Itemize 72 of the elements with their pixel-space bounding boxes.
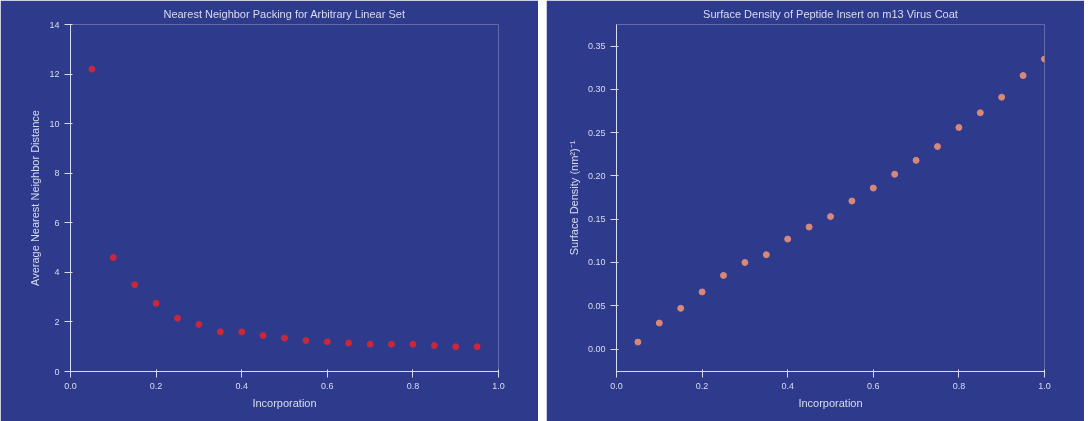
point bbox=[88, 65, 96, 73]
point bbox=[131, 281, 139, 289]
x-tick-label: 0.8 bbox=[406, 380, 420, 391]
y-tick-label: 4 bbox=[54, 267, 60, 278]
y-tick-label: 0.35 bbox=[587, 41, 606, 52]
point bbox=[409, 340, 417, 348]
x-tick-label: 0.6 bbox=[867, 380, 880, 391]
point bbox=[634, 338, 642, 346]
point bbox=[848, 197, 856, 205]
point bbox=[976, 109, 984, 117]
y-tick-label: 12 bbox=[49, 69, 60, 80]
point bbox=[216, 328, 224, 336]
x-tick-label: 0.6 bbox=[321, 380, 334, 391]
point bbox=[827, 213, 834, 221]
y-tick-label: 10 bbox=[49, 118, 60, 129]
y-tick-label: 0.05 bbox=[587, 300, 606, 311]
point bbox=[281, 334, 288, 342]
y-tick-label: 0.30 bbox=[587, 84, 606, 95]
y-axis-title: Surface Density (nm²)⁻¹ bbox=[567, 140, 580, 256]
y-tick-label: 0.15 bbox=[587, 214, 606, 225]
x-tick-label: 0.0 bbox=[64, 380, 77, 391]
x-tick-label: 0.4 bbox=[781, 380, 794, 391]
x-tick-label: 0.0 bbox=[610, 380, 623, 391]
x-tick-label: 1.0 bbox=[492, 380, 505, 391]
y-tick-label: 0.20 bbox=[587, 170, 606, 181]
point bbox=[891, 170, 899, 178]
point bbox=[473, 343, 481, 351]
point bbox=[302, 337, 310, 345]
point bbox=[912, 156, 920, 164]
point bbox=[388, 340, 395, 348]
point bbox=[366, 340, 374, 348]
x-tick-label: 0.8 bbox=[952, 380, 966, 391]
point bbox=[323, 338, 331, 346]
point bbox=[869, 184, 877, 192]
point bbox=[345, 339, 353, 347]
x-tick-label: 0.4 bbox=[235, 380, 248, 391]
y-tick-label: 6 bbox=[54, 217, 60, 228]
point bbox=[955, 123, 963, 131]
x-tick-label: 1.0 bbox=[1038, 380, 1051, 391]
point bbox=[698, 288, 706, 296]
y-tick-label: 8 bbox=[54, 168, 60, 179]
point bbox=[762, 251, 770, 259]
point bbox=[998, 93, 1006, 101]
point bbox=[174, 314, 181, 322]
point bbox=[452, 343, 460, 351]
y-tick-label: 0.10 bbox=[587, 257, 606, 268]
y-tick-label: 0 bbox=[54, 366, 60, 377]
y-axis-title: Average Nearest Neighbor Distance bbox=[29, 110, 42, 286]
point bbox=[655, 319, 663, 327]
point bbox=[238, 328, 246, 336]
y-tick-label: 14 bbox=[49, 19, 60, 30]
x-axis-title: Incorporation bbox=[798, 396, 863, 409]
point bbox=[741, 258, 749, 266]
y-tick-label: 0.25 bbox=[587, 127, 606, 138]
point bbox=[109, 253, 117, 261]
point bbox=[1019, 72, 1027, 80]
point bbox=[195, 320, 203, 328]
x-tick-label: 0.2 bbox=[149, 380, 163, 391]
point bbox=[784, 235, 792, 243]
x-axis-title: Incorporation bbox=[252, 396, 317, 409]
y-tick-label: 2 bbox=[54, 316, 60, 327]
x-tick-label: 0.2 bbox=[695, 380, 709, 391]
chart-title: Surface Density of Peptide Insert on m13 Virus Coat bbox=[703, 7, 958, 20]
point bbox=[720, 271, 727, 279]
point bbox=[805, 223, 813, 231]
point bbox=[934, 143, 941, 151]
point bbox=[259, 332, 267, 340]
y-tick-label: 0.00 bbox=[587, 344, 606, 354]
point bbox=[430, 341, 438, 349]
point bbox=[677, 304, 685, 312]
point bbox=[152, 299, 160, 307]
chart-title: Nearest Neighbor Packing for Arbitrary Linear Set bbox=[163, 7, 405, 20]
